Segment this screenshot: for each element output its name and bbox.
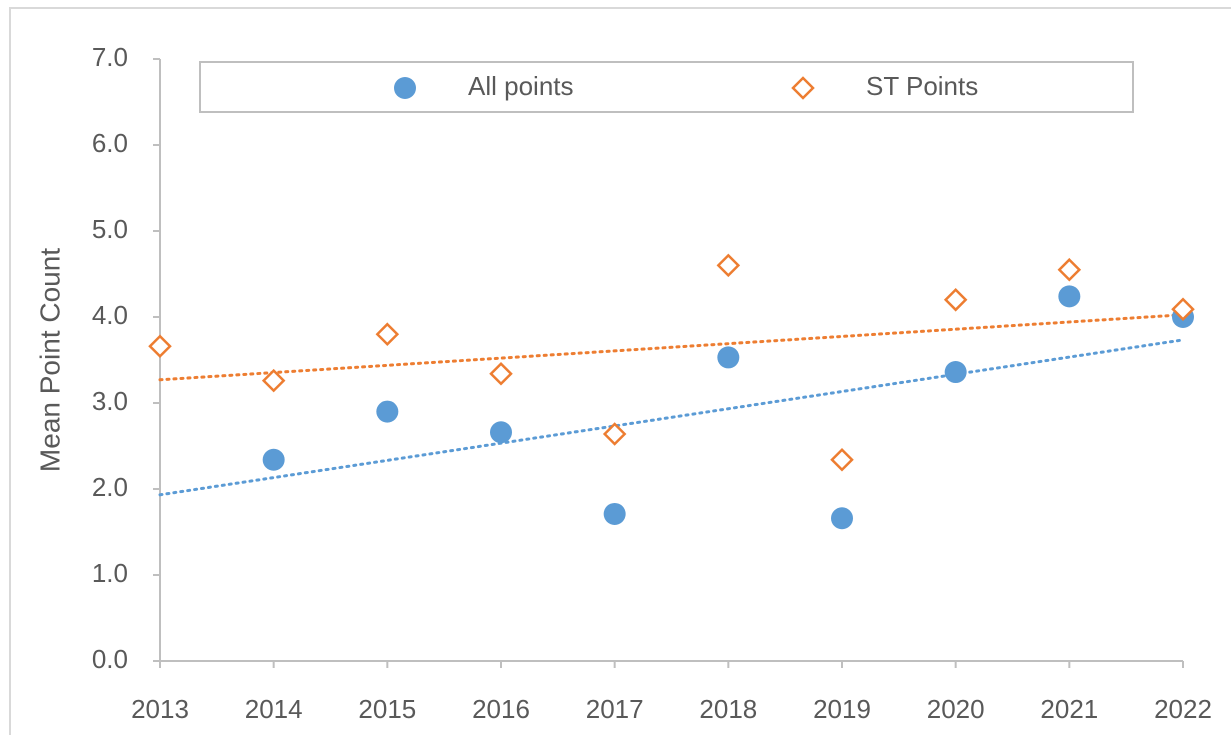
marker	[831, 507, 853, 530]
y-tick-label: 1.0	[92, 558, 128, 588]
y-axis-title: Mean Point Count	[34, 248, 65, 472]
trendline	[158, 313, 1185, 382]
y-tick-label: 5.0	[92, 214, 128, 244]
legend-label: All points	[468, 71, 574, 101]
x-tick-label: 2020	[927, 694, 985, 724]
y-tick-label: 3.0	[92, 386, 128, 416]
legend-marker	[791, 76, 815, 100]
marker	[717, 346, 740, 369]
marker	[943, 288, 968, 312]
x-tick-label: 2013	[131, 694, 189, 724]
marker	[602, 422, 627, 446]
y-tick-label: 4.0	[92, 300, 128, 330]
legend-box	[199, 61, 1134, 113]
marker	[830, 447, 854, 472]
y-tick-label: 7.0	[92, 42, 128, 72]
x-tick-label: 2014	[245, 694, 303, 724]
marker	[1057, 257, 1082, 282]
x-tick-label: 2017	[586, 694, 644, 724]
marker	[1058, 285, 1081, 308]
marker	[261, 368, 286, 393]
x-tick-label: 2015	[358, 694, 416, 724]
marker	[490, 421, 512, 444]
legend-label: ST Points	[866, 71, 978, 101]
x-tick-label: 2016	[472, 694, 530, 724]
marker	[716, 253, 741, 278]
marker	[148, 334, 172, 359]
trendline	[158, 338, 1185, 497]
marker	[489, 361, 513, 386]
marker	[375, 322, 400, 346]
marker	[376, 400, 399, 423]
x-tick-label: 2021	[1040, 694, 1098, 724]
legend-marker	[394, 77, 416, 99]
y-tick-label: 0.0	[92, 644, 128, 674]
marker	[1171, 297, 1195, 322]
marker	[603, 502, 626, 525]
marker	[262, 448, 285, 471]
marker	[944, 361, 967, 384]
y-tick-label: 6.0	[92, 128, 128, 158]
y-tick-label: 2.0	[92, 472, 128, 502]
x-tick-label: 2019	[813, 694, 871, 724]
chart-border	[9, 7, 1231, 740]
x-tick-label: 2018	[699, 694, 757, 724]
x-tick-label: 2022	[1154, 694, 1212, 724]
